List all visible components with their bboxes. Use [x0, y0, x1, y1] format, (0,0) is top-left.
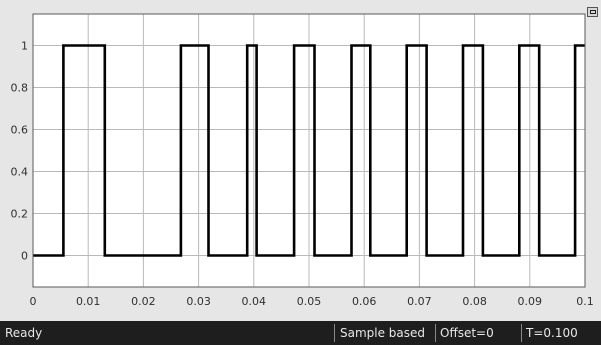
x-tick-label: 0.09 [518, 295, 543, 308]
x-tick-label: 0 [30, 295, 37, 308]
signal-series [33, 44, 585, 257]
status-bar: Ready Sample based Offset=0 T=0.100 [0, 321, 601, 345]
y-tick-label: 0.8 [11, 82, 29, 95]
x-tick-label: 0.02 [131, 295, 156, 308]
x-tick-label: 0.03 [186, 295, 211, 308]
autoscale-button[interactable] [587, 7, 598, 17]
y-tick-label: 0.6 [11, 124, 29, 137]
y-tick-label: 0.4 [11, 166, 29, 179]
x-tick-label: 0.01 [76, 295, 101, 308]
status-time-text: T=0.100 [521, 324, 601, 342]
status-offset-text: Offset=0 [435, 324, 522, 342]
signal-line [33, 44, 585, 257]
x-tick-label: 0.05 [297, 295, 322, 308]
y-tick-label: 1 [21, 40, 28, 53]
x-tick-label: 0.08 [462, 295, 487, 308]
axes-frame [32, 13, 586, 288]
autoscale-icon [589, 10, 596, 14]
x-tick-label: 0.06 [352, 295, 377, 308]
scope-plot: 0 0.01 0.02 0.03 0.04 0.05 0.06 0.07 0.08 0.09 0.1… [11, 13, 594, 309]
status-ready-text: Ready [5, 326, 43, 340]
y-tick-label: 0 [21, 250, 28, 263]
x-tick-label: 0.04 [242, 295, 267, 308]
y-tick-label: 0.2 [11, 208, 29, 221]
x-tick-label: 0.07 [407, 295, 432, 308]
tick-labels: 0 0.01 0.02 0.03 0.04 0.05 0.06 0.07 0.08 0.09 0.1… [11, 40, 594, 309]
x-tick-label: 0.1 [576, 295, 594, 308]
status-mode-text: Sample based [334, 324, 438, 342]
